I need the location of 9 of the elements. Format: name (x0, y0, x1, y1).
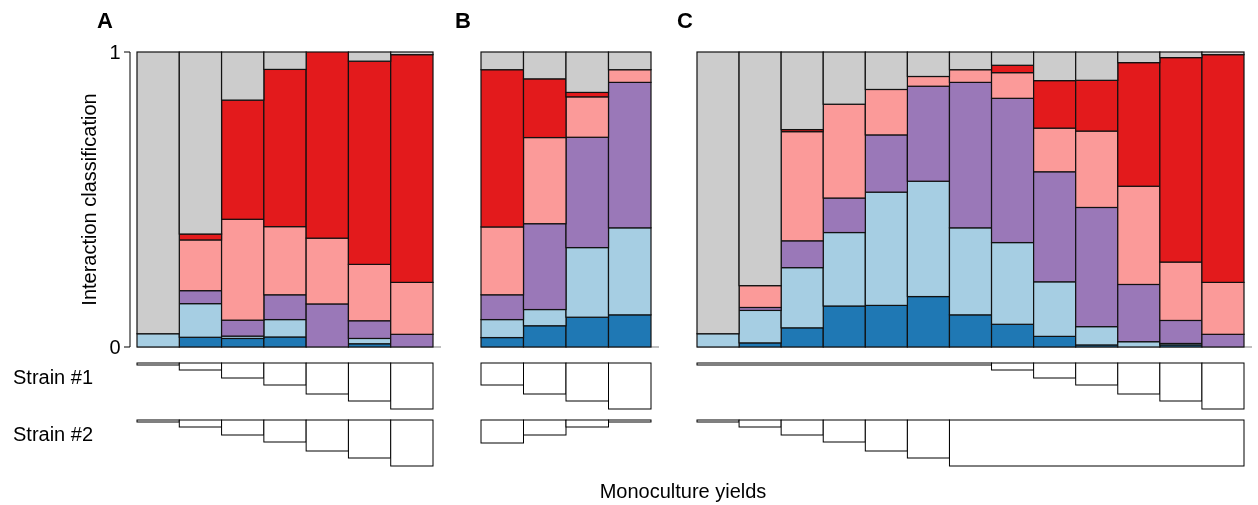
chart-title: A (97, 8, 113, 33)
y-tick-label: 1 (109, 41, 121, 63)
text: Strain #2 (13, 423, 94, 445)
text: Strain #1 (13, 366, 94, 388)
y-axis-title: Interaction classification (78, 93, 100, 306)
x-axis-title: Monoculture yields (599, 480, 767, 502)
y-tick-label: 0 (109, 336, 121, 358)
chart-title: B (455, 8, 471, 33)
chart-title: C (677, 8, 693, 33)
